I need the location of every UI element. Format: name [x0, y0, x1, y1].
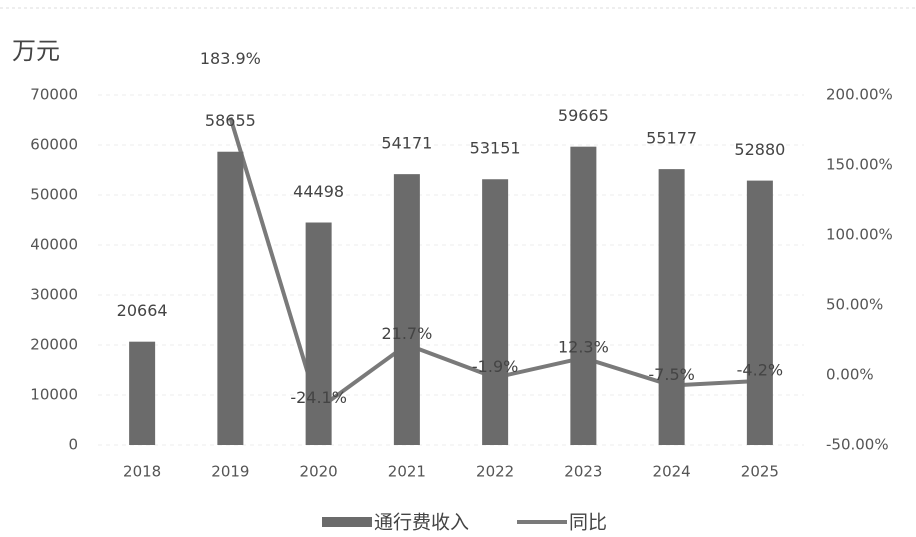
- legend-swatch: [322, 517, 372, 527]
- y-tick-label: 30000: [30, 286, 78, 304]
- data-label: -7.5%: [648, 365, 694, 384]
- data-label: 21.7%: [381, 324, 432, 343]
- x-tick-label: 2023: [564, 463, 602, 481]
- data-label: 54171: [381, 134, 432, 153]
- bar: [570, 146, 597, 446]
- legend-label: 同比: [569, 512, 607, 534]
- x-tick-label: 2022: [476, 463, 514, 481]
- legend-label: 通行费收入: [374, 512, 469, 534]
- y2-tick-label: 150.00%: [826, 156, 893, 174]
- y2-tick-label: 0.00%: [826, 366, 874, 384]
- bar: [658, 169, 685, 446]
- bar: [129, 341, 156, 445]
- x-tick-label: 2020: [300, 463, 338, 481]
- data-label: -1.9%: [472, 357, 518, 376]
- bar: [305, 222, 332, 445]
- y-tick-label: 20000: [30, 336, 78, 354]
- y-tick-label: 70000: [30, 86, 78, 104]
- y2-tick-label: 50.00%: [826, 296, 883, 314]
- bar: [746, 180, 773, 445]
- y-tick-label: 40000: [30, 236, 78, 254]
- data-label: 12.3%: [558, 337, 609, 356]
- data-label: 55177: [646, 129, 697, 148]
- y-axis-label: 万元: [12, 37, 60, 65]
- data-label: 183.9%: [200, 49, 261, 68]
- bar: [393, 174, 420, 445]
- y2-tick-label: 100.00%: [826, 226, 893, 244]
- x-tick-label: 2021: [388, 463, 426, 481]
- data-label: 59665: [558, 106, 609, 125]
- bar: [217, 151, 244, 445]
- x-tick-label: 2019: [211, 463, 249, 481]
- x-tick-label: 2024: [653, 463, 691, 481]
- y-tick-label: 60000: [30, 136, 78, 154]
- data-label: 53151: [470, 139, 521, 158]
- x-tick-label: 2018: [123, 463, 161, 481]
- y2-tick-label: -50.00%: [826, 436, 889, 454]
- y-tick-label: 50000: [30, 186, 78, 204]
- data-label: 20664: [117, 301, 168, 320]
- data-label: 44498: [293, 182, 344, 201]
- data-label: 52880: [734, 140, 785, 159]
- y-tick-label: 10000: [30, 386, 78, 404]
- bar: [482, 179, 509, 445]
- data-label: 58655: [205, 111, 256, 130]
- y-tick-label: 0: [68, 436, 78, 454]
- data-label: -4.2%: [737, 360, 783, 379]
- x-tick-label: 2025: [741, 463, 779, 481]
- data-label: -24.1%: [290, 388, 347, 407]
- y2-tick-label: 200.00%: [826, 86, 893, 104]
